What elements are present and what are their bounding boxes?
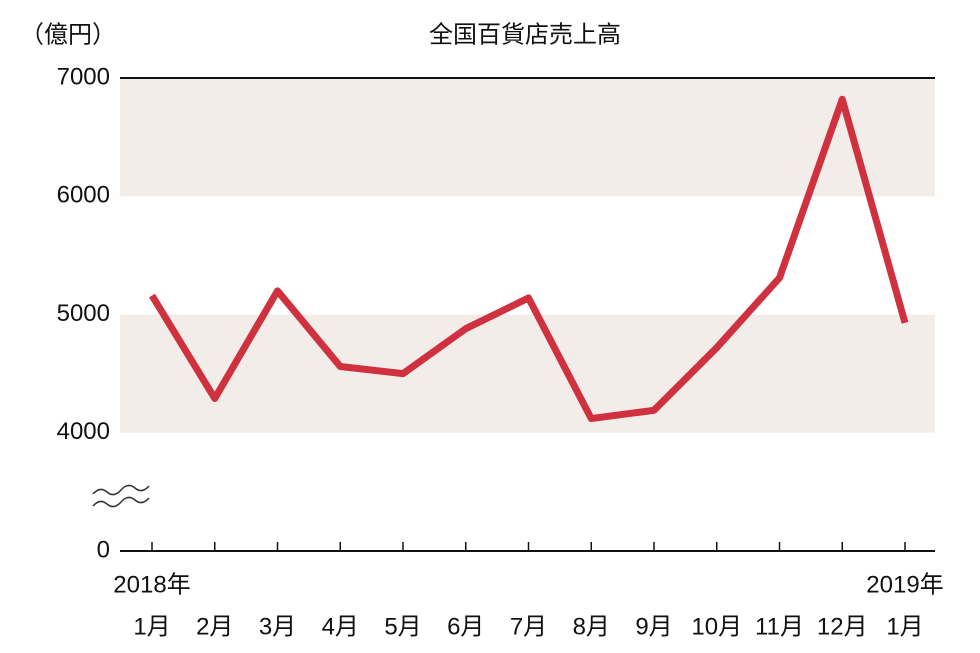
x-tick-label: 10月: [691, 613, 742, 640]
y-tick-label: 4000: [57, 418, 110, 445]
y-tick-label: 0: [97, 536, 110, 563]
x-tick-label: 1月: [133, 613, 170, 640]
grid-band: [120, 78, 935, 197]
x-year-label: 2019年: [866, 571, 943, 598]
x-year-label: 2018年: [113, 571, 190, 598]
x-tick-label: 7月: [510, 613, 547, 640]
x-tick-label: 8月: [573, 613, 610, 640]
x-tick-label: 6月: [447, 613, 484, 640]
chart-title: 全国百貨店売上高: [429, 21, 621, 48]
x-tick-label: 5月: [384, 613, 421, 640]
y-tick-label: 6000: [57, 182, 110, 209]
y-tick-label: 5000: [57, 300, 110, 327]
axis-break-symbol: [92, 484, 150, 508]
x-tick-label: 9月: [635, 613, 672, 640]
y-unit-label: （億円）: [20, 21, 116, 48]
y-tick-label: 7000: [57, 63, 110, 90]
x-tick-label: 2月: [196, 613, 233, 640]
x-tick-label: 11月: [755, 613, 804, 640]
x-tick-label: 12月: [817, 613, 868, 640]
x-tick-label: 1月: [886, 613, 923, 640]
x-tick-label: 3月: [259, 613, 296, 640]
series-line: [149, 95, 909, 423]
grid-band: [120, 314, 935, 433]
x-tick-label: 4月: [322, 613, 359, 640]
